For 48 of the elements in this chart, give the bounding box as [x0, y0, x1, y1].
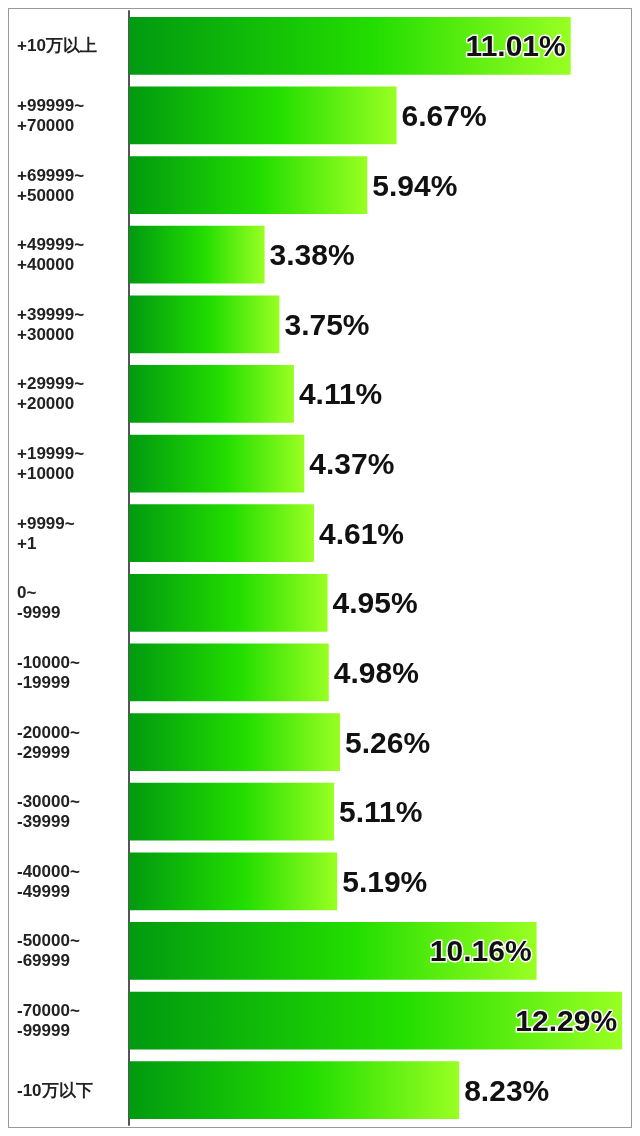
- bar: [129, 713, 341, 771]
- data-label: 10.16%: [429, 934, 532, 968]
- bar: [129, 16, 571, 75]
- bar: [129, 991, 623, 1050]
- y-tick-label: -30000~ -39999: [17, 792, 80, 832]
- bar: [129, 156, 368, 214]
- data-label: 11.01%: [465, 29, 566, 63]
- y-tick-label: +29999~ +20000: [17, 374, 85, 414]
- data-label: 4.37%: [309, 447, 395, 481]
- bar: [129, 573, 328, 632]
- y-tick-label: +19999~ +10000: [17, 444, 85, 484]
- data-label: 8.23%: [464, 1073, 550, 1107]
- bar: [129, 295, 280, 354]
- y-tick-label: +69999~ +50000: [17, 165, 85, 205]
- y-tick-label: -10000~ -19999: [17, 652, 80, 692]
- bar: [129, 86, 397, 145]
- data-label: 3.38%: [269, 238, 355, 272]
- y-tick-label: +9999~ +1: [17, 513, 75, 553]
- y-tick-label: +10万以上: [17, 36, 97, 56]
- bar: [129, 1061, 460, 1120]
- data-label: 6.67%: [401, 98, 487, 132]
- data-label: 12.29%: [515, 1004, 618, 1038]
- y-tick-label: +39999~ +30000: [17, 304, 85, 344]
- y-tick-label: -20000~ -29999: [17, 722, 80, 762]
- y-tick-label: +99999~ +70000: [17, 95, 85, 135]
- data-label: 5.26%: [345, 725, 431, 759]
- data-label: 5.11%: [339, 795, 423, 829]
- bar: [129, 922, 537, 980]
- bar: [129, 365, 294, 423]
- y-tick-label: -10万以下: [17, 1080, 93, 1100]
- data-label: 4.98%: [333, 655, 419, 689]
- y-tick-label: -70000~ -99999: [17, 1001, 80, 1041]
- data-label: 5.19%: [342, 864, 428, 898]
- bar: [129, 434, 305, 493]
- y-tick-label: -40000~ -49999: [17, 861, 80, 901]
- y-tick-label: 0~ -9999: [17, 583, 61, 623]
- data-label: 3.75%: [284, 307, 370, 341]
- data-label: 4.11%: [298, 377, 383, 411]
- bar: [129, 643, 329, 702]
- y-tick-label: -50000~ -69999: [17, 931, 80, 971]
- bar: [129, 504, 314, 563]
- bar: [129, 782, 335, 841]
- bar: [129, 852, 338, 911]
- data-label: 4.61%: [318, 516, 405, 550]
- data-label: 5.94%: [372, 168, 458, 202]
- bar: [129, 225, 265, 284]
- y-tick-label: +49999~ +40000: [17, 235, 85, 275]
- data-label: 4.95%: [332, 586, 418, 620]
